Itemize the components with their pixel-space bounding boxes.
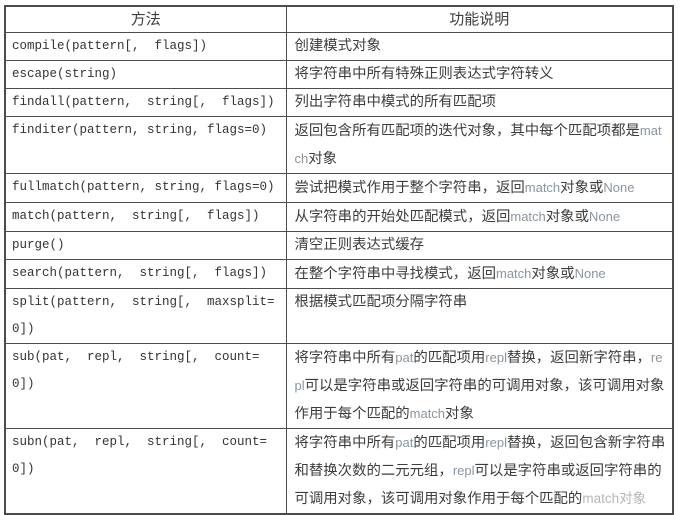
description-segment: 在整个字符串中寻找模式，返回 [294, 266, 496, 282]
method-cell: search(pattern, string[, flags]) [4, 259, 287, 289]
description-segment: 将字符串中所有 [294, 435, 396, 451]
description-segment: 对象 [445, 406, 474, 422]
description-segment: pat [395, 435, 414, 450]
description-segment: repl [452, 463, 475, 478]
description-segment: 对象或 [560, 180, 604, 196]
header-method-label: 方法 [130, 11, 161, 28]
description-cell: 返回包含所有匹配项的迭代对象，其中每个匹配项都是match对象 [285, 116, 674, 174]
re-module-reference-table-container: 方法 功能说明 compile(pattern[, flags]) 创建模式对象 e… [4, 5, 674, 515]
table-row: finditer(pattern, string, flags=0) 返回包含所有… [4, 116, 674, 174]
description-segment: 对象或 [531, 266, 575, 282]
description-segment: 替换，返回包含新字符串和替换次数的二元元组， [294, 435, 666, 479]
description-segment: 的匹配项用 [413, 435, 486, 451]
description-segment: match [510, 209, 546, 224]
method-cell: subn(pat, repl, string[, count=0]) [4, 428, 287, 515]
description-segment: 的匹配项用 [413, 350, 486, 366]
table-row: purge() 清空正则表达式缓存 [4, 231, 674, 260]
method-cell: escape(string) [4, 60, 287, 89]
description-cell: 将字符串中所有pat的匹配项用repl替换，返回新字符串，repl可以是字符串或… [285, 343, 674, 429]
description-cell: 根据模式匹配项分隔字符串 [285, 288, 674, 344]
method-cell: finditer(pattern, string, flags=0) [4, 116, 287, 174]
table-row: search(pattern, string[, flags]) 在整个字符串中寻… [4, 259, 674, 289]
description-cell: 将字符串中所有pat的匹配项用repl替换，返回包含新字符串和替换次数的二元元组… [285, 428, 674, 515]
description-segment: 根据模式匹配项分隔字符串 [294, 294, 468, 310]
header-description-label: 功能说明 [449, 11, 510, 28]
table-row: compile(pattern[, flags]) 创建模式对象 [4, 32, 674, 61]
table-row: match(pattern, string[, flags]) 从字符串的开始处匹… [4, 202, 674, 232]
description-segment: 列出字符串中模式的所有匹配项 [294, 94, 496, 110]
description-segment: 对象 [308, 151, 338, 167]
description-segment: match对象 [582, 491, 647, 506]
header-description: 功能说明 [285, 5, 674, 33]
method-cell: purge() [4, 231, 287, 260]
description-segment: 返回包含所有匹配项的迭代对象，其中每个匹配项都是 [294, 123, 640, 139]
table-header: 方法 功能说明 [4, 5, 674, 33]
description-segment: 替换，返回新字符串， [506, 350, 651, 366]
description-segment: None [603, 180, 635, 195]
method-cell: fullmatch(pattern, string, flags=0) [4, 173, 287, 203]
description-segment: 从字符串的开始处匹配模式，返回 [294, 209, 511, 225]
table-row: fullmatch(pattern, string, flags=0) 尝试把模式… [4, 173, 674, 203]
description-segment: None [588, 209, 621, 224]
description-segment: None [574, 266, 606, 281]
description-segment: pat [395, 350, 414, 365]
description-segment: repl [294, 350, 663, 393]
method-cell: sub(pat, repl, string[, count=0]) [4, 343, 287, 429]
description-segment: 将字符串中所有特殊正则表达式字符转义 [294, 66, 554, 82]
table-body: compile(pattern[, flags]) 创建模式对象 escape(st… [4, 32, 674, 515]
description-segment: repl [485, 435, 507, 450]
description-segment: 清空正则表达式缓存 [294, 237, 425, 253]
description-cell: 列出字符串中模式的所有匹配项 [285, 88, 674, 117]
description-segment: repl [485, 350, 507, 365]
method-cell: compile(pattern[, flags]) [4, 32, 287, 61]
method-cell: split(pattern, string[, maxsplit=0]) [4, 288, 287, 344]
header-row: 方法 功能说明 [4, 5, 674, 33]
method-cell: findall(pattern, string[, flags]) [4, 88, 287, 117]
description-segment: match [294, 123, 662, 166]
table-row: sub(pat, repl, string[, count=0]) 将字符串中所有… [4, 343, 674, 429]
description-segment: match [409, 406, 446, 421]
description-segment: match [495, 266, 532, 281]
description-segment: 创建模式对象 [294, 38, 381, 54]
description-segment: 将字符串中所有 [294, 350, 396, 366]
description-segment: 可以是字符串或返回字符串的可调用对象，该可调用对象作用于每个匹配的 [294, 378, 665, 422]
description-cell: 尝试把模式作用于整个字符串，返回match对象或None [285, 173, 674, 203]
description-cell: 从字符串的开始处匹配模式，返回match对象或None [285, 202, 674, 232]
table-row: findall(pattern, string[, flags]) 列出字符串中模… [4, 88, 674, 117]
header-method: 方法 [4, 5, 287, 33]
table-row: split(pattern, string[, maxsplit=0]) 根据模式… [4, 288, 674, 344]
table-row: subn(pat, repl, string[, count=0]) 将字符串中所… [4, 428, 674, 515]
description-cell: 在整个字符串中寻找模式，返回match对象或None [285, 259, 674, 289]
description-cell: 将字符串中所有特殊正则表达式字符转义 [285, 60, 674, 89]
description-cell: 清空正则表达式缓存 [285, 231, 674, 260]
description-cell: 创建模式对象 [285, 32, 674, 61]
re-module-reference-table: 方法 功能说明 compile(pattern[, flags]) 创建模式对象 e… [4, 5, 674, 515]
table-row: escape(string) 将字符串中所有特殊正则表达式字符转义 [4, 60, 674, 89]
description-segment: match [524, 180, 561, 195]
method-cell: match(pattern, string[, flags]) [4, 202, 287, 232]
description-segment: 尝试把模式作用于整个字符串，返回 [294, 180, 525, 196]
description-segment: 对象或 [545, 209, 589, 225]
